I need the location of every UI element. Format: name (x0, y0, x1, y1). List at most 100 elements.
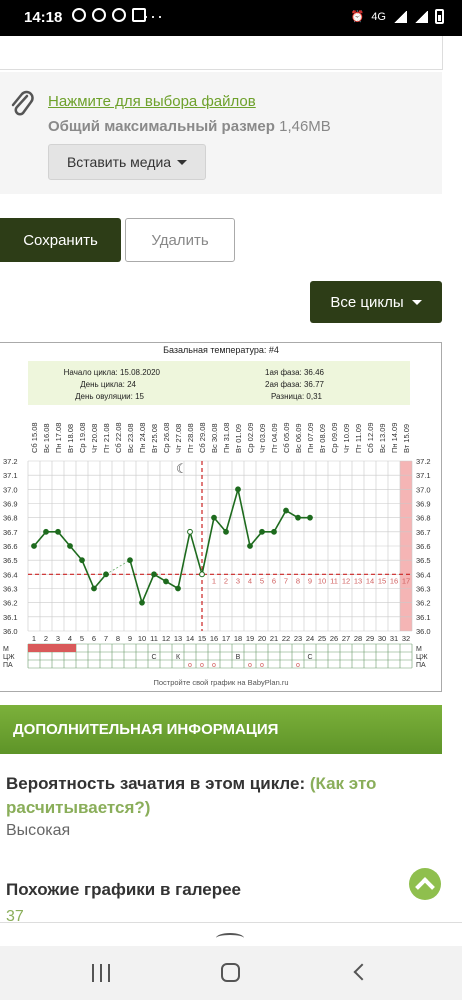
luteal-day-number: 8 (296, 576, 300, 585)
day-number-label: 30 (378, 634, 386, 643)
day-number-label: 3 (56, 634, 60, 643)
cm-mark: В (236, 654, 241, 661)
pa-mark: o (260, 662, 264, 669)
y-tick-label-left: 36.6 (3, 542, 18, 551)
row-label-right: ЦЖ (416, 654, 428, 661)
temperature-point (175, 585, 181, 592)
row-label-left: ЦЖ (3, 654, 15, 661)
y-tick-label-right: 37.2 (416, 457, 431, 466)
date-tick-label: Вт 15.09 (402, 424, 411, 453)
y-tick-label-right: 36.4 (416, 570, 431, 579)
y-tick-label-left: 37.2 (3, 457, 18, 466)
menstruation-bar (28, 644, 76, 652)
date-tick-label: Пн 24.08 (138, 423, 147, 453)
y-tick-label-left: 36.2 (3, 599, 18, 608)
date-tick-label: Чт 20.08 (90, 424, 99, 453)
probability-value: Высокая (6, 822, 71, 839)
cm-mark: С (307, 654, 312, 661)
pa-mark: o (200, 662, 204, 669)
row-label-left: ПА (3, 662, 13, 669)
cycle-day-label: День цикла: 24 (80, 380, 136, 389)
phase1-label: 1ая фаза: 36.46 (265, 368, 325, 377)
day-number-label: 17 (222, 634, 230, 643)
day-number-label: 28 (354, 634, 362, 643)
similar-charts-count[interactable]: 37 (6, 908, 24, 925)
date-tick-label: Вс 30.08 (210, 423, 219, 453)
day-number-label: 1 (32, 634, 36, 643)
day-number-label: 26 (330, 634, 338, 643)
date-tick-label: Пт 11.09 (354, 424, 363, 453)
temperature-point (235, 486, 241, 493)
date-tick-label: Сб 05.09 (282, 422, 291, 453)
date-tick-label: Вт 01.09 (234, 424, 243, 453)
day-number-label: 8 (116, 634, 120, 643)
save-button[interactable]: Сохранить (0, 218, 121, 262)
select-files-link[interactable]: Нажмите для выбора файлов (48, 93, 256, 110)
y-tick-label-left: 36.9 (3, 500, 18, 509)
day-number-label: 25 (318, 634, 326, 643)
max-size-value: 1,46MB (279, 118, 331, 135)
previous-card (0, 36, 443, 70)
status-bar: 14:18 ··· ⏰ 4G (0, 0, 462, 36)
all-cycles-button[interactable]: Все циклы (310, 281, 442, 323)
date-tick-label: Пт 21.08 (102, 423, 111, 453)
date-tick-label: Сб 22.08 (114, 422, 123, 453)
recents-icon[interactable] (92, 964, 110, 982)
date-tick-label: Сб 12.09 (366, 422, 375, 453)
y-tick-label-right: 36.0 (416, 627, 431, 636)
day-number-label: 21 (270, 634, 278, 643)
temperature-point (67, 543, 73, 549)
cm-mark: К (176, 654, 181, 661)
day-number-label: 19 (246, 634, 254, 643)
bottom-sheet-handle[interactable] (0, 922, 462, 946)
temperature-line (129, 489, 310, 606)
luteal-day-number: 9 (308, 576, 312, 585)
date-tick-label: Пн 07.09 (306, 423, 315, 453)
temperature-point (103, 571, 109, 578)
luteal-day-number: 16 (390, 576, 398, 585)
luteal-day-number: 17 (402, 576, 410, 585)
pa-mark: o (212, 662, 216, 669)
temperature-point (187, 528, 193, 535)
date-tick-label: Пн 17.08 (54, 423, 63, 453)
delete-button[interactable]: Удалить (125, 218, 235, 262)
scroll-up-button[interactable] (409, 868, 441, 900)
conception-probability-label: Вероятность зачатия в этом цикле: (Как э… (6, 772, 426, 820)
luteal-day-number: 14 (366, 576, 374, 585)
day-number-label: 13 (174, 634, 182, 643)
date-tick-label: Вс 16.08 (42, 423, 51, 453)
temperature-point (223, 528, 229, 535)
day-number-label: 24 (306, 634, 314, 643)
max-size-text: Общий максимальный размер 1,46MB (48, 118, 331, 135)
y-tick-label-right: 36.6 (416, 542, 431, 551)
back-icon[interactable] (353, 963, 371, 981)
y-tick-label-left: 37.0 (3, 485, 18, 494)
day-number-label: 11 (150, 634, 158, 643)
y-tick-label-left: 37.1 (3, 471, 18, 480)
luteal-day-number: 4 (248, 576, 252, 585)
home-icon[interactable] (221, 963, 240, 982)
day-number-label: 5 (80, 634, 84, 643)
date-tick-label: Вс 06.09 (294, 423, 303, 453)
more-dots-icon: ··· (143, 6, 164, 26)
y-tick-label-left: 36.7 (3, 528, 18, 537)
caret-down-icon (177, 159, 188, 165)
how-calculated-link[interactable]: (Как это расчитывается?) (6, 774, 377, 817)
y-tick-label-right: 36.2 (416, 599, 431, 608)
insert-media-button[interactable]: Вставить медиа (48, 144, 206, 180)
phase2-label: 2ая фаза: 36.77 (265, 380, 325, 389)
day-number-label: 6 (92, 634, 96, 643)
temperature-point (151, 571, 157, 578)
pa-mark: o (188, 662, 192, 669)
date-tick-label: Пт 04.09 (270, 423, 279, 453)
date-tick-label: Вт 08.09 (318, 424, 327, 453)
y-tick-label-right: 36.8 (416, 514, 431, 523)
day-number-label: 32 (402, 634, 410, 643)
luteal-day-number: 5 (260, 576, 264, 585)
date-tick-label: Вт 25.08 (150, 424, 159, 453)
y-tick-label-right: 37.1 (416, 471, 431, 480)
whatsapp-icon (112, 8, 126, 22)
missing-day-bridge (105, 559, 131, 575)
luteal-day-number: 15 (378, 576, 386, 585)
date-tick-label: Сб 15.08 (30, 422, 39, 453)
